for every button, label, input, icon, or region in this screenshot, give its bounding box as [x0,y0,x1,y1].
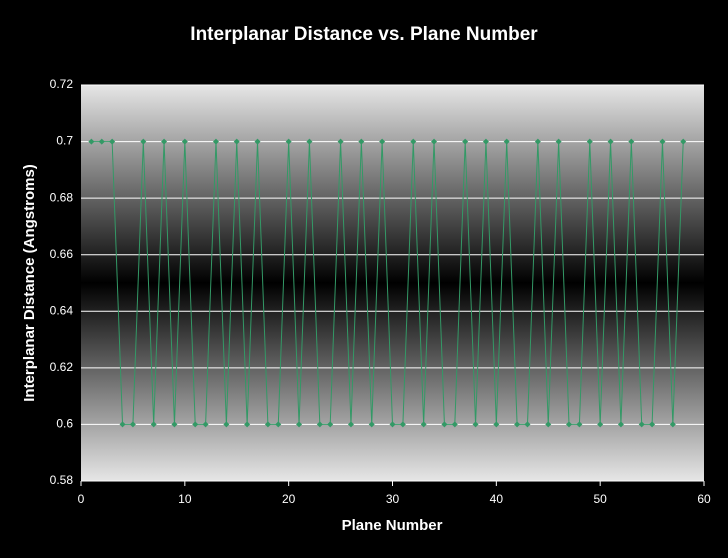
y-tick-label: 0.72 [50,77,74,91]
data-point [638,421,645,428]
data-point [347,421,354,428]
x-tick-label: 40 [490,492,504,506]
data-point [420,421,427,428]
data-point [586,138,593,145]
x-tick-label: 10 [178,492,192,506]
data-point [109,138,116,145]
data-point [431,138,438,145]
data-point [254,138,261,145]
x-tick-label: 30 [386,492,400,506]
data-point [358,138,365,145]
data-point [119,421,126,428]
y-tick-label: 0.7 [56,134,73,148]
data-point [617,421,624,428]
data-point [202,421,209,428]
data-point [316,421,323,428]
data-point [628,138,635,145]
data-point [275,421,282,428]
data-point [192,421,199,428]
data-point [150,421,157,428]
data-point [545,421,552,428]
x-axis-title: Plane Number [342,517,443,534]
data-point [399,421,406,428]
data-point [669,421,676,428]
data-point [337,138,344,145]
y-axis-title: Interplanar Distance (Angstroms) [21,164,38,402]
data-point [296,421,303,428]
x-tick-label: 60 [697,492,711,506]
data-point [451,421,458,428]
data-point [233,138,240,145]
y-tick-label: 0.68 [50,190,74,204]
data-point [171,421,178,428]
y-tick-label: 0.58 [50,473,74,487]
data-point [140,138,147,145]
data-point [680,138,687,145]
data-point [503,138,510,145]
data-point [88,138,95,145]
data-point [649,421,656,428]
data-point [129,421,136,428]
data-point [524,421,531,428]
data-point [514,421,521,428]
y-tick-label: 0.6 [56,417,73,431]
data-point [181,138,188,145]
data-point [306,138,313,145]
data-point [264,421,271,428]
series-line [91,141,684,425]
chart-title: Interplanar Distance vs. Plane Number [190,24,538,45]
y-tick-label: 0.64 [50,303,74,317]
data-point [368,421,375,428]
x-tick-label: 0 [78,492,85,506]
y-tick-label: 0.66 [50,247,74,261]
data-point [379,138,386,145]
data-point [98,138,105,145]
data-point [410,138,417,145]
data-point [597,421,604,428]
data-point [161,138,168,145]
data-point [441,421,448,428]
data-point [285,138,292,145]
data-point [566,421,573,428]
data-point [462,138,469,145]
data-point [493,421,500,428]
data-point [482,138,489,145]
data-point [472,421,479,428]
x-tick-label: 50 [593,492,607,506]
data-point [555,138,562,145]
data-point [576,421,583,428]
data-point [389,421,396,428]
data-point [534,138,541,145]
x-tick-label: 20 [282,492,296,506]
data-point [244,421,251,428]
data-point [223,421,230,428]
data-point [212,138,219,145]
data-point [327,421,334,428]
y-tick-label: 0.62 [50,360,74,374]
data-point [607,138,614,145]
data-point [659,138,666,145]
